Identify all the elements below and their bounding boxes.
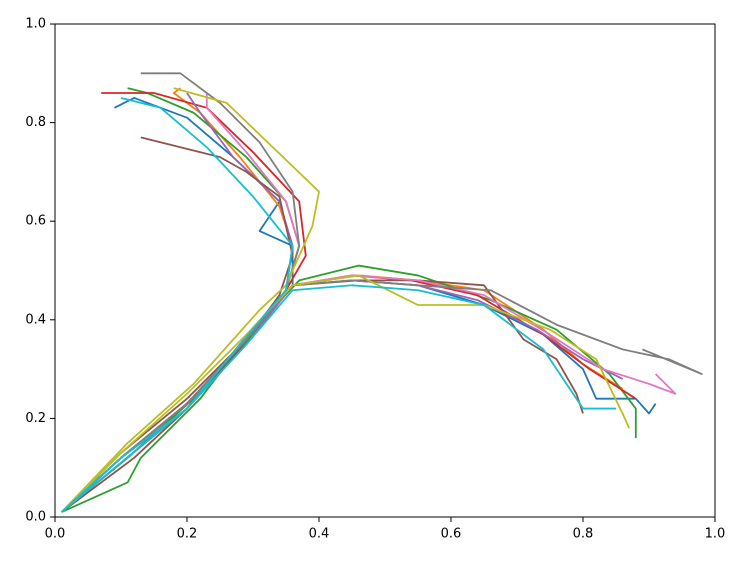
x-tick-label: 0.4: [309, 527, 330, 542]
x-tick-label: 1.0: [705, 527, 726, 542]
series-line: [60, 284, 616, 513]
series-line: [61, 136, 294, 513]
series-line: [61, 264, 637, 513]
series-line: [60, 279, 703, 513]
y-tick-label: 0.2: [25, 411, 46, 426]
series-line: [61, 97, 294, 513]
y-tick-label: 0.8: [25, 115, 46, 130]
lines: [60, 72, 703, 513]
x-tick-label: 0.8: [573, 527, 594, 542]
x-tick-label: 0.6: [441, 527, 462, 542]
x-tick-label: 0.2: [177, 527, 198, 542]
y-tick-label: 1.0: [25, 17, 46, 32]
x-tick-label: 0.0: [45, 527, 66, 542]
y-tick-label: 0.4: [25, 312, 46, 327]
y-tick-label: 0.0: [25, 510, 46, 525]
series-line: [60, 274, 631, 513]
series-line: [60, 279, 584, 513]
y-tick-label: 0.6: [25, 214, 46, 229]
axes-frame: [54, 23, 716, 518]
series-line: [60, 87, 320, 513]
